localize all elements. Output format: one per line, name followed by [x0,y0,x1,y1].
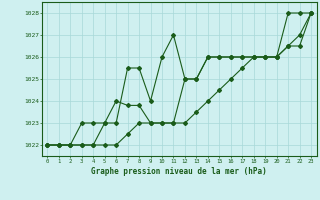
X-axis label: Graphe pression niveau de la mer (hPa): Graphe pression niveau de la mer (hPa) [91,167,267,176]
